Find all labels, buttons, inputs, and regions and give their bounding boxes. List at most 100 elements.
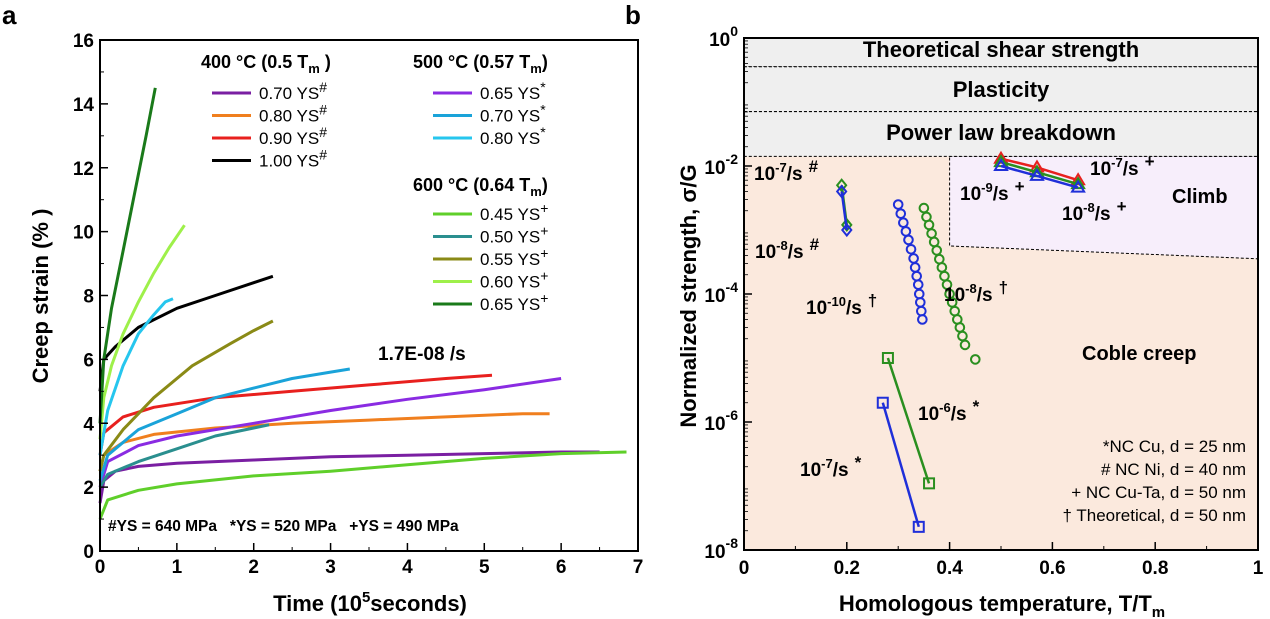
dataset-line-7 xyxy=(1000,160,1079,186)
legend-entry-mark: + xyxy=(540,223,548,239)
legend-entry-mark: # xyxy=(319,102,327,118)
data-point-diamond xyxy=(841,222,853,238)
rate-label-mark: + xyxy=(1117,197,1127,216)
legend-entry-6: 0.80 YS* xyxy=(480,124,546,148)
legend-note-1: # NC Ni, d = 40 nm xyxy=(1101,460,1246,479)
series-line-4 xyxy=(98,377,562,488)
b-x-tick-label-1: 0.2 xyxy=(834,558,860,579)
panel-b-xlabel: Homologous temperature, T/Tm xyxy=(839,591,1165,619)
data-point-circle xyxy=(970,354,981,365)
y-tick-label-6: 12 xyxy=(73,159,94,180)
b-y-tick-label-4: 100 xyxy=(709,23,738,51)
x-tick-label-1: 1 xyxy=(172,557,183,578)
rate-label-exp: -7 xyxy=(1111,155,1123,170)
y-tick-label-7: 14 xyxy=(73,95,95,116)
rate-label-base: 10 xyxy=(1062,204,1083,225)
data-point-diamond xyxy=(841,217,853,233)
rate-label-4: 10-10/s † xyxy=(806,291,877,319)
rate-label-1: 10-6/s * xyxy=(918,397,980,425)
legend-entry-name: 0.55 YS xyxy=(480,250,540,269)
data-point-triangle xyxy=(1070,176,1086,190)
rate-label-6: 10-7/s + xyxy=(1090,152,1155,180)
rate-label-exp: -8 xyxy=(965,281,977,296)
dataset-3 xyxy=(835,184,853,238)
rate-label-8: 10-9/s + xyxy=(960,177,1025,205)
b-y-tick-exp: -6 xyxy=(726,407,739,423)
rate-label-mark: # xyxy=(810,235,820,254)
rate-label-base: 10 xyxy=(1090,159,1111,180)
rate-label-exp: -8 xyxy=(776,238,788,253)
legend-group-title-tail: ) xyxy=(542,175,548,195)
b-y-tick-exp: 0 xyxy=(730,23,738,39)
data-point-triangle xyxy=(1029,167,1045,181)
dataset-4 xyxy=(892,199,928,325)
rate-label-exp: -9 xyxy=(981,180,993,195)
legend-note-0: *NC Cu, d = 25 nm xyxy=(1103,437,1246,456)
panel-b-data: 10-7/s *10-6/s *10-7/s #10-8/s #10-10/s † 10-8… xyxy=(754,150,1155,533)
data-point-circle xyxy=(941,279,953,290)
dataset-line-3 xyxy=(840,191,849,231)
legend-entry-name: 0.80 YS xyxy=(259,107,319,126)
b-y-tick-label-1: 10-6 xyxy=(704,407,738,435)
legend-entry-mark: * xyxy=(540,102,546,118)
legend-note-2: + NC Cu-Ta, d = 50 nm xyxy=(1071,483,1246,502)
rate-label-unit: /s xyxy=(788,242,804,263)
legend-entry-9: 0.55 YS+ xyxy=(480,245,548,269)
legend-entry-name: 0.45 YS xyxy=(480,205,540,224)
x-tick-label-0: 0 xyxy=(95,557,106,578)
legend-entry-11: 0.65 YS+ xyxy=(480,290,548,314)
legend-entry-10: 0.60 YS+ xyxy=(480,268,548,292)
legend-entry-mark: + xyxy=(540,268,548,284)
b-y-tick-label-0: 10-8 xyxy=(704,535,738,563)
dataset-line-1 xyxy=(886,357,931,484)
legend-group-title-0: 400 °C (0.5 Tm ) xyxy=(201,52,331,76)
y-tick-label-2: 4 xyxy=(83,414,94,435)
b-x-tick-label-2: 0.4 xyxy=(936,558,963,579)
legend-entry-name: 0.50 YS xyxy=(480,228,540,247)
panel-b-xlabel-sub: m xyxy=(1152,604,1165,619)
y-tick-label-0: 0 xyxy=(83,542,94,563)
rate-label-3: 10-8/s # xyxy=(755,235,820,263)
panel-a-label: a xyxy=(2,0,17,30)
panel-a-xlabel-sup: 5 xyxy=(362,589,370,606)
b-x-tick-label-5: 1 xyxy=(1253,558,1264,579)
legend-group-title-1: 500 °C (0.57 Tm) xyxy=(413,52,548,76)
b-y-tick-exp: -4 xyxy=(726,279,739,295)
dataset-line-8 xyxy=(1000,164,1079,189)
dataset-line-0 xyxy=(881,402,921,528)
x-tick-label-6: 6 xyxy=(556,557,567,578)
legend-entry-2: 0.90 YS# xyxy=(259,124,327,148)
legend-group-title-sub: m xyxy=(308,61,320,76)
data-point-square xyxy=(912,520,925,533)
rate-label-mark: † xyxy=(999,278,1008,297)
rate-label-unit: /s xyxy=(1123,159,1139,180)
rate-label-exp: -10 xyxy=(827,294,846,309)
panel-a-xlabel-tail: seconds) xyxy=(370,591,467,616)
series-line-10 xyxy=(98,224,186,440)
b-y-tick-label-3: 10-2 xyxy=(704,151,738,179)
region-label-plasticity: Plasticity xyxy=(953,77,1050,102)
legend-entry-7: 0.45 YS+ xyxy=(480,200,548,224)
legend-entry-4: 0.65 YS* xyxy=(480,79,546,103)
power-law-region xyxy=(743,111,1259,157)
legend-entry-name: 0.60 YS xyxy=(480,273,540,292)
legend-entry-mark: * xyxy=(540,124,546,140)
series-line-5 xyxy=(98,367,351,482)
panel-a-legend: 400 °C (0.5 Tm ) 500 °C (0.57 Tm)600 °C (… xyxy=(201,52,548,314)
series-line-7 xyxy=(98,450,627,520)
x-tick-label-2: 2 xyxy=(248,557,259,578)
rate-label-mark: † xyxy=(868,291,877,310)
y-tick-label-4: 8 xyxy=(83,287,94,308)
data-point-diamond xyxy=(835,184,848,199)
legend-entry-name: 0.65 YS xyxy=(480,84,540,103)
panel-b-xlabel-main: Homologous temperature, T/T xyxy=(839,591,1152,616)
x-tick-label-7: 7 xyxy=(633,557,644,578)
legend-group-title-tail: ) xyxy=(320,52,331,72)
legend-entry-1: 0.80 YS# xyxy=(259,102,327,126)
b-x-tick-label-4: 0.8 xyxy=(1142,558,1168,579)
b-y-tick-exp: -8 xyxy=(726,535,739,551)
legend-entry-3: 1.00 YS# xyxy=(259,147,327,171)
rate-label-5: 10-8/s † xyxy=(944,278,1008,306)
data-point-circle xyxy=(892,199,904,210)
